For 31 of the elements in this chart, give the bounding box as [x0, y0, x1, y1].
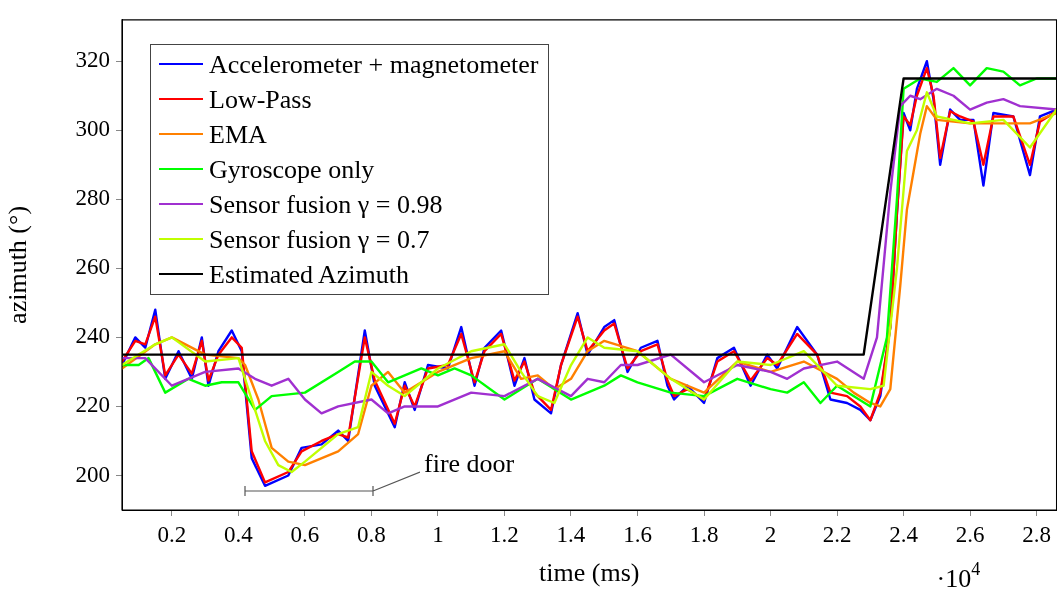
x-tick-label: 0.6: [290, 521, 320, 547]
y-tick-label: 220: [75, 392, 110, 418]
x-tick-label: 2.6: [955, 521, 985, 547]
legend-label: Low-Pass: [209, 83, 313, 116]
x-tick-label: 0.8: [357, 521, 386, 547]
legend-label: Estimated Azimuth: [209, 258, 411, 291]
x-axis-title: time (ms): [539, 558, 640, 588]
legend-label: Sensor fusion γ = 0.98: [209, 188, 444, 221]
x-tick-label: 2.8: [1022, 521, 1051, 547]
legend-label: Accelerometer + magnetometer: [209, 48, 539, 81]
x-tick-label: 2.4: [889, 521, 919, 547]
legend-label: EMA: [209, 118, 268, 151]
x-tick-label: 0.4: [224, 521, 254, 547]
annotation: fire door: [424, 448, 515, 478]
legend-label: Gyroscope only: [209, 153, 376, 186]
y-tick-label: 300: [75, 116, 110, 142]
legend-label: Sensor fusion γ = 0.7: [209, 223, 431, 256]
x-tick-label: 1.6: [623, 521, 652, 547]
y-tick-label: 280: [75, 185, 110, 211]
y-tick-label: 240: [75, 323, 110, 349]
y-tick-label: 320: [75, 47, 110, 73]
x-tick-label: 2.2: [822, 521, 852, 547]
y-axis-title: azimuth (°): [3, 205, 33, 324]
x-tick-label: 1.8: [689, 521, 719, 547]
x-tick-label: 2: [764, 521, 777, 547]
y-tick-label: 200: [75, 461, 110, 487]
x-tick-label: 1.4: [556, 521, 586, 547]
x-tick-label: 1.2: [490, 521, 519, 547]
y-tick-label: 260: [75, 254, 110, 280]
x-tick-label: 0.2: [157, 521, 187, 547]
x-tick-label: 1: [432, 521, 444, 547]
